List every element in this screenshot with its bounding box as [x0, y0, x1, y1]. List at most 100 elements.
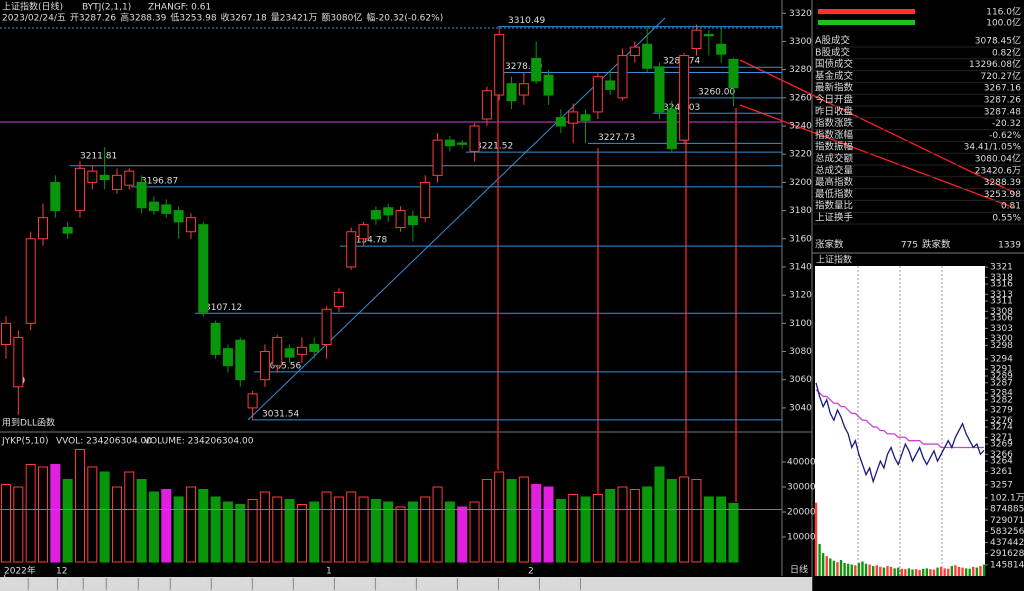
candle-body: [679, 55, 690, 141]
candle-body: [259, 351, 270, 381]
stat-name: 指数振幅: [815, 141, 854, 153]
volume-bar: [457, 506, 468, 563]
intraday-volume-bar: [857, 563, 861, 576]
tab[interactable]: 绑定到: [141, 578, 168, 590]
volume-bar: [185, 486, 196, 563]
y-tick-label: 3271: [990, 433, 1013, 443]
y-tick-label: 3264: [990, 457, 1013, 467]
y-tick-label: 3320: [789, 9, 812, 19]
y-tick-label: 10000: [787, 533, 816, 543]
y-tick-label: 3260: [789, 93, 812, 103]
stat-name: 昨日收盘: [815, 105, 854, 117]
level-label: 3221.52: [476, 142, 513, 152]
stat-name: 指数涨幅: [815, 129, 854, 141]
stat-name: 最高指数: [815, 176, 854, 188]
volume-bar: [444, 501, 455, 563]
volume-bar: [370, 499, 381, 563]
volume-bar: [136, 479, 147, 563]
x-label: 12: [56, 567, 67, 577]
stat-value: -0.62%: [989, 131, 1021, 141]
candle-body: [222, 348, 233, 367]
stat-value: 0.82亿: [992, 46, 1021, 58]
intraday-volume-bar: [843, 563, 846, 576]
volume-bar: [432, 486, 443, 563]
tab[interactable]: 升势平阳: [296, 578, 332, 590]
y-tick-label: 3289: [990, 372, 1013, 382]
quote-item: 低3253.98: [170, 12, 216, 24]
tab[interactable]: 抄底过峰: [214, 578, 250, 590]
y-tick-label: 874885: [990, 505, 1024, 515]
volume-vvol: VVOL: 234206304.00: [56, 437, 152, 447]
volume-bar: [728, 502, 739, 563]
candle-body: [358, 224, 369, 240]
tab[interactable]: 管理: [86, 578, 104, 590]
candle-body: [531, 57, 542, 82]
tab[interactable]: 另存为: [109, 578, 136, 590]
y-tick-label: 729071: [990, 516, 1024, 526]
period-button[interactable]: 日线: [790, 564, 808, 576]
volume-bar: [99, 471, 110, 563]
intraday-volume-bar: [814, 502, 818, 576]
candle-body: [506, 83, 517, 102]
breadth-up-label: 涨家数: [815, 239, 844, 251]
volume-bar: [518, 476, 529, 563]
y-tick-label: 3321: [990, 263, 1013, 273]
intraday-line: [815, 389, 984, 449]
candle-body: [432, 139, 443, 176]
y-tick-label: 3120: [789, 291, 812, 301]
volume-bar: [642, 486, 653, 563]
tab[interactable]: 盘前三线: [378, 578, 414, 590]
quote-item: 2023/02/24/五: [2, 14, 66, 24]
stat-value: 34.41/1.05%: [964, 143, 1022, 153]
stat-name: 指数量比: [815, 200, 853, 212]
stat-value: 3288.39: [984, 178, 1021, 188]
stat-value: 13296.08亿: [969, 58, 1021, 70]
volume-bar: [296, 504, 307, 563]
tab[interactable]: 康桥功防: [501, 578, 537, 590]
candle-body: [1, 322, 11, 345]
y-tick-label: 3279: [990, 406, 1013, 416]
tab[interactable]: 指标B: [31, 578, 55, 590]
intraday-volume-bar: [936, 567, 939, 576]
candle-body: [691, 29, 702, 50]
volume-bar: [222, 501, 233, 563]
intraday-volume-bar: [875, 565, 878, 576]
quote-item: 额3080亿: [321, 12, 362, 24]
intraday-volume-bar: [832, 560, 836, 576]
y-tick-label: 3300: [990, 334, 1013, 344]
candle-body: [568, 111, 579, 124]
y-tick-label: 3257: [990, 480, 1013, 490]
tab[interactable]: 英雄挂帅: [419, 578, 455, 590]
y-tick-label: 3040: [789, 403, 812, 413]
candle-body: [666, 108, 677, 150]
volume-bar: [74, 449, 85, 563]
volume-bar: [50, 464, 61, 563]
tab[interactable]: 指标A: [2, 578, 27, 590]
intraday-volume-bar: [850, 564, 853, 576]
tab[interactable]: 模 板: [60, 578, 81, 590]
level-label: 3196.87: [141, 176, 178, 186]
y-tick-label: 3291: [990, 365, 1013, 375]
candle-body: [13, 336, 24, 388]
candle-body: [703, 33, 714, 37]
intraday-volume-bar: [900, 568, 903, 576]
tab[interactable]: 幅度参考: [173, 578, 209, 590]
tab[interactable]: 倍阳太极: [542, 578, 578, 590]
tab[interactable]: 梯级突异: [255, 578, 291, 590]
candle-body: [87, 170, 98, 183]
tab-arrow[interactable]: ‹: [3, 572, 7, 582]
y-tick-label: 437442: [990, 538, 1024, 548]
volume-bar: [210, 496, 221, 563]
volume-total: VOLUME: 234206304.00: [144, 437, 254, 447]
y-tick-label: 3294: [990, 354, 1013, 364]
y-tick-label: 3300: [789, 37, 812, 47]
intraday-volume-bar: [932, 569, 936, 576]
breadth-down-label: 跌家数: [922, 239, 951, 251]
y-tick-label: 3303: [990, 324, 1013, 334]
y-tick-label: 3276: [990, 416, 1013, 426]
volume-bar: [716, 496, 727, 563]
tab[interactable]: 背反在即: [337, 578, 373, 590]
candle-body: [173, 210, 184, 223]
tab[interactable]: 顶底转判: [460, 578, 496, 590]
stat-name: 国债成交: [815, 58, 854, 70]
